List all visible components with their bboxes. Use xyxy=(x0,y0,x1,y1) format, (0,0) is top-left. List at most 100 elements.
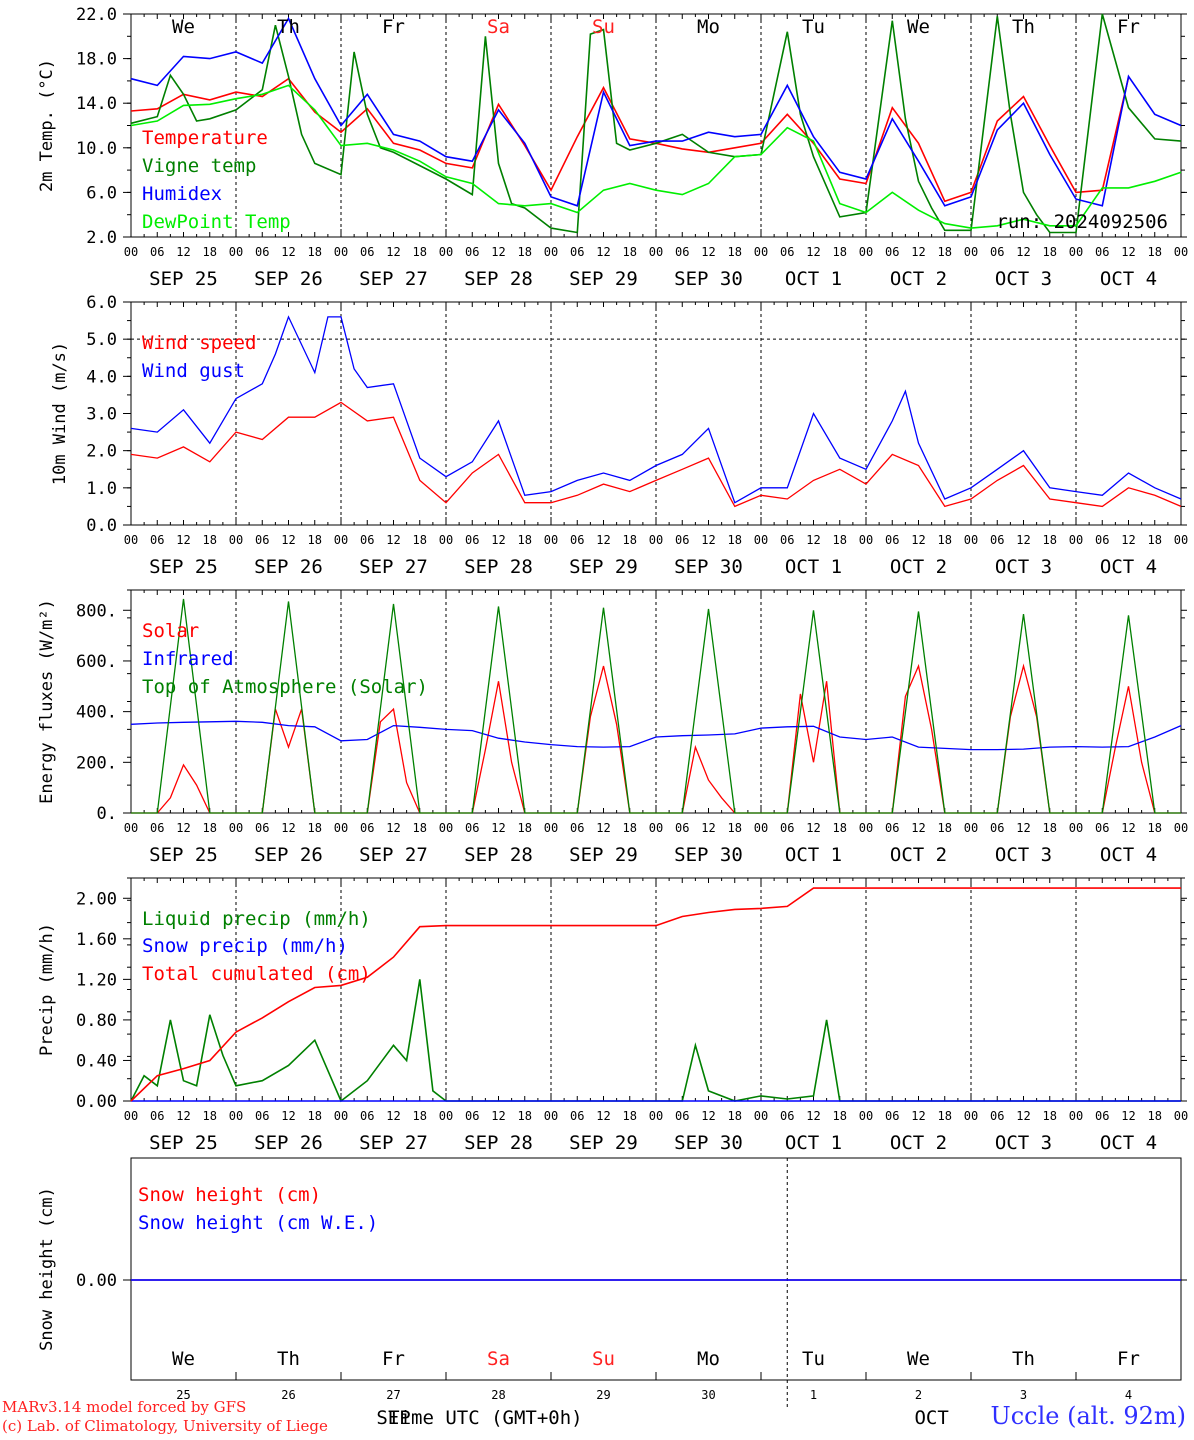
date-label: OCT 1 xyxy=(785,844,842,866)
hour-tick-label: 12 xyxy=(176,245,190,259)
legend-entry: Top of Atmosphere (Solar) xyxy=(142,676,428,698)
day-number: 4 xyxy=(1125,1388,1132,1402)
hour-tick-label: 06 xyxy=(885,821,899,835)
hour-tick-label: 06 xyxy=(1095,1109,1109,1123)
hour-tick-label: 00 xyxy=(229,1109,243,1123)
hour-tick-label: 06 xyxy=(255,245,269,259)
hour-tick-label: 12 xyxy=(806,1109,820,1123)
day-header: Tu xyxy=(802,16,825,38)
hour-tick-label: 00 xyxy=(334,821,348,835)
hour-tick-label: 12 xyxy=(1121,1109,1135,1123)
hour-tick-label: 06 xyxy=(570,533,584,547)
day-header: Th xyxy=(277,16,300,38)
hour-tick-label: 18 xyxy=(728,1109,742,1123)
hour-tick-label: 06 xyxy=(675,1109,689,1123)
hour-tick-label: 18 xyxy=(1148,821,1162,835)
day-name: Tu xyxy=(802,1348,825,1370)
hour-tick-label: 06 xyxy=(675,245,689,259)
hour-tick-label: 00 xyxy=(964,245,978,259)
hour-tick-label: 06 xyxy=(360,533,374,547)
hour-tick-label: 18 xyxy=(518,533,532,547)
y-tick-label: 0.00 xyxy=(76,1271,117,1291)
hour-tick-label: 18 xyxy=(203,821,217,835)
date-label: OCT 4 xyxy=(1100,844,1157,866)
date-label: SEP 25 xyxy=(149,844,218,866)
date-label: OCT 4 xyxy=(1100,1132,1157,1154)
date-label: OCT 2 xyxy=(890,1132,947,1154)
hour-tick-label: 12 xyxy=(1121,821,1135,835)
hour-tick-label: 00 xyxy=(754,821,768,835)
y-tick-label: 1.20 xyxy=(76,970,117,990)
hour-tick-label: 18 xyxy=(833,245,847,259)
hour-tick-label: 06 xyxy=(255,533,269,547)
date-label: SEP 26 xyxy=(254,556,323,578)
date-label: SEP 29 xyxy=(569,1132,638,1154)
day-name: Th xyxy=(277,1348,300,1370)
hour-tick-label: 18 xyxy=(413,245,427,259)
hour-tick-label: 06 xyxy=(1095,821,1109,835)
hour-tick-label: 00 xyxy=(439,821,453,835)
hour-tick-label: 06 xyxy=(150,245,164,259)
hour-tick-label: 00 xyxy=(1069,821,1083,835)
hour-tick-label: 18 xyxy=(308,1109,322,1123)
plot-frame xyxy=(130,13,1182,238)
day-number: 26 xyxy=(281,1388,295,1402)
date-label: SEP 29 xyxy=(569,556,638,578)
hour-tick-label: 00 xyxy=(964,1109,978,1123)
day-name: Fr xyxy=(1117,1348,1140,1370)
date-label: OCT 1 xyxy=(785,1132,842,1154)
hour-tick-label: 12 xyxy=(911,533,925,547)
legend-entry: Wind gust xyxy=(142,360,245,382)
legend-entry: Infrared xyxy=(142,648,234,670)
hour-tick-label: 00 xyxy=(229,533,243,547)
hour-tick-label: 18 xyxy=(938,1109,952,1123)
date-label: OCT 2 xyxy=(890,268,947,290)
hour-tick-label: 00 xyxy=(649,245,663,259)
date-label: SEP 27 xyxy=(359,268,428,290)
hour-tick-label: 18 xyxy=(413,1109,427,1123)
legend-entry: Liquid precip (mm/h) xyxy=(142,908,371,930)
hour-tick-label: 18 xyxy=(833,821,847,835)
hour-tick-label: 18 xyxy=(1043,533,1057,547)
hour-tick-label: 12 xyxy=(176,1109,190,1123)
date-label: SEP 28 xyxy=(464,844,533,866)
hour-tick-label: 12 xyxy=(386,533,400,547)
y-tick-label: 22.0 xyxy=(76,5,117,25)
day-header: Mo xyxy=(697,16,720,38)
hour-tick-label: 18 xyxy=(1148,245,1162,259)
hour-tick-label: 06 xyxy=(780,1109,794,1123)
hour-tick-label: 12 xyxy=(1121,245,1135,259)
hour-tick-label: 12 xyxy=(701,821,715,835)
day-header: Th xyxy=(1012,16,1035,38)
hour-tick-label: 00 xyxy=(334,1109,348,1123)
hour-tick-label: 00 xyxy=(859,533,873,547)
hour-tick-label: 00 xyxy=(1174,533,1188,547)
hour-tick-label: 06 xyxy=(675,533,689,547)
y-tick-label: 1.0 xyxy=(86,479,117,499)
hour-tick-label: 18 xyxy=(728,245,742,259)
day-header: Su xyxy=(592,16,615,38)
hour-tick-label: 00 xyxy=(439,245,453,259)
hour-tick-label: 00 xyxy=(859,821,873,835)
day-name: Mo xyxy=(697,1348,720,1370)
hour-tick-label: 00 xyxy=(649,1109,663,1123)
hour-tick-label: 00 xyxy=(439,533,453,547)
y-tick-label: 6.0 xyxy=(86,183,117,203)
date-label: SEP 27 xyxy=(359,1132,428,1154)
hour-tick-label: 12 xyxy=(911,245,925,259)
hour-tick-label: 06 xyxy=(1095,533,1109,547)
hour-tick-label: 06 xyxy=(360,821,374,835)
y-tick-label: 2.0 xyxy=(86,442,117,462)
date-label: SEP 26 xyxy=(254,844,323,866)
date-label: SEP 27 xyxy=(359,556,428,578)
hour-tick-label: 06 xyxy=(360,1109,374,1123)
date-label: SEP 30 xyxy=(674,1132,743,1154)
hour-tick-label: 00 xyxy=(1174,1109,1188,1123)
date-label: SEP 30 xyxy=(674,268,743,290)
hour-tick-label: 12 xyxy=(701,533,715,547)
series-line-temperature xyxy=(130,77,1130,203)
hour-tick-label: 18 xyxy=(1043,245,1057,259)
y-axis-label: Energy fluxes (W/m²) xyxy=(37,599,57,804)
hour-tick-label: 12 xyxy=(281,533,295,547)
hour-tick-label: 00 xyxy=(229,245,243,259)
